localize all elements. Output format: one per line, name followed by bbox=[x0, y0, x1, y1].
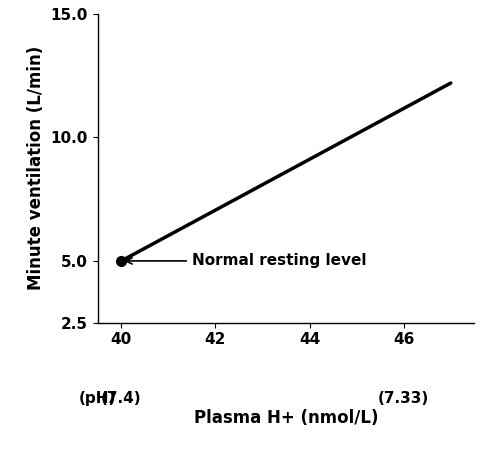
Y-axis label: Minute ventilation (L/min): Minute ventilation (L/min) bbox=[27, 46, 45, 290]
Text: Normal resting level: Normal resting level bbox=[126, 254, 366, 268]
Text: (pH): (pH) bbox=[79, 391, 116, 406]
Text: (7.33): (7.33) bbox=[377, 391, 428, 406]
Text: (7.4): (7.4) bbox=[101, 391, 142, 406]
Text: Plasma H+ (nmol/L): Plasma H+ (nmol/L) bbox=[193, 409, 378, 427]
